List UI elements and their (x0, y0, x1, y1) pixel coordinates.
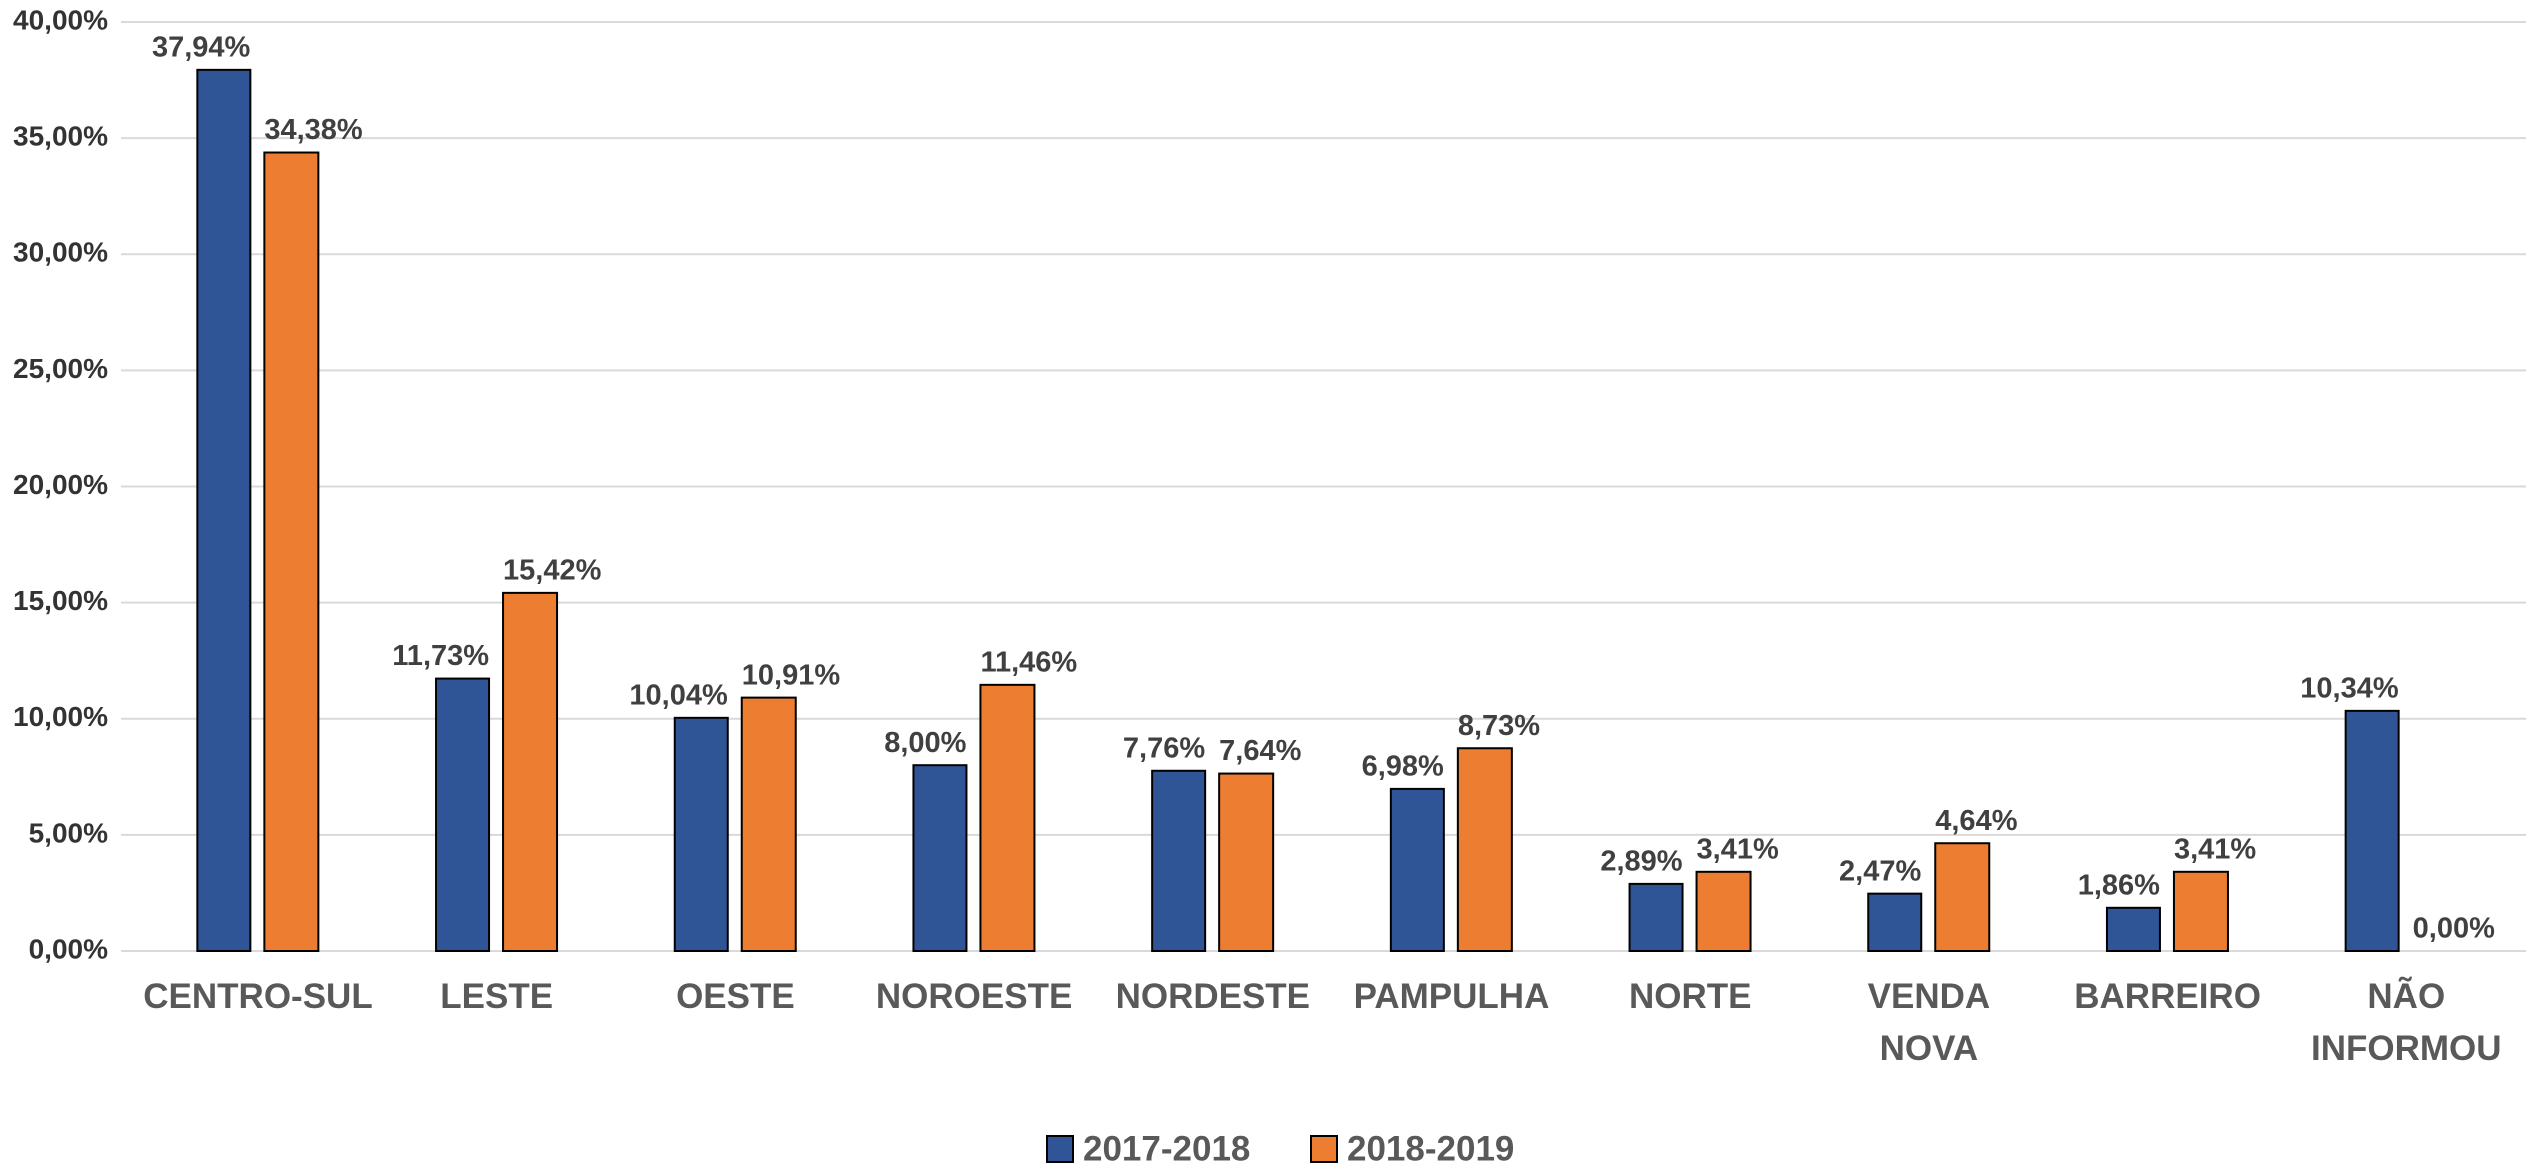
bar (979, 683, 1036, 952)
bar (2105, 906, 2161, 953)
data-label: 8,00% (884, 727, 966, 759)
data-label: 10,34% (2300, 673, 2399, 705)
y-tick-label: 10,00% (13, 701, 108, 732)
y-tick-label: 15,00% (13, 585, 108, 616)
data-label: 34,38% (264, 114, 363, 146)
x-tick-label: NOROESTE (875, 977, 1073, 1016)
x-tick-label: CENTRO-SUL (143, 977, 373, 1016)
x-tick-label: LESTE (440, 977, 554, 1016)
y-tick-label: 30,00% (13, 237, 108, 268)
y-tick-label: 5,00% (29, 817, 108, 848)
data-label: 2,89% (1600, 846, 1682, 878)
bar (912, 764, 968, 953)
bar (1934, 842, 1991, 953)
x-tick-label: NORTE (1628, 977, 1752, 1016)
bar (196, 68, 252, 952)
bar (1218, 772, 1275, 952)
bar (1695, 870, 1752, 952)
data-label: 3,41% (1697, 833, 1779, 865)
x-tick-label: NORDESTE (1115, 977, 1311, 1016)
x-tick-label: BARREIRO (2074, 977, 2261, 1016)
bar (502, 591, 559, 952)
data-label: 4,64% (1935, 805, 2017, 837)
data-label: 2,47% (1839, 855, 1921, 887)
x-tick-label: VENDA NOVA (1867, 977, 1991, 1068)
bar (1867, 892, 1923, 953)
x-tick-label: PAMPULHA (1353, 977, 1550, 1016)
data-label: 10,91% (742, 659, 841, 691)
legend-swatch (1310, 1135, 1338, 1163)
bar (435, 677, 491, 952)
bar (740, 696, 797, 952)
bar (1389, 787, 1445, 953)
data-label: 7,64% (1219, 735, 1301, 767)
data-label: 15,42% (503, 555, 602, 587)
y-tick-label: 25,00% (13, 353, 108, 384)
data-label: 0,00% (2413, 913, 2495, 945)
bar (1628, 882, 1684, 953)
x-tick-label: OESTE (676, 977, 795, 1016)
y-tick-label: 0,00% (29, 933, 108, 964)
legend-label: 2018-2019 (1347, 1129, 1514, 1166)
data-label: 8,73% (1458, 710, 1540, 742)
data-label: 6,98% (1362, 751, 1444, 783)
legend-swatch (1046, 1135, 1074, 1163)
bar (673, 716, 729, 952)
y-tick-label: 35,00% (13, 121, 108, 152)
data-label: 1,86% (2078, 869, 2160, 901)
bar (2344, 709, 2400, 953)
data-label: 11,73% (392, 640, 489, 672)
data-label: 37,94% (152, 31, 251, 63)
legend-label: 2017-2018 (1083, 1129, 1250, 1166)
data-label: 3,41% (2174, 833, 2256, 865)
data-label: 7,76% (1123, 732, 1205, 764)
data-label: 10,04% (629, 679, 728, 711)
bar (2172, 870, 2229, 952)
bar (263, 151, 320, 953)
bar (1456, 747, 1513, 952)
y-tick-label: 40,00% (13, 4, 108, 35)
x-tick-label: NÃO INFORMOU (2311, 977, 2502, 1068)
y-tick-label: 20,00% (13, 469, 108, 500)
bar (1151, 769, 1207, 952)
data-label: 11,46% (980, 646, 1077, 678)
